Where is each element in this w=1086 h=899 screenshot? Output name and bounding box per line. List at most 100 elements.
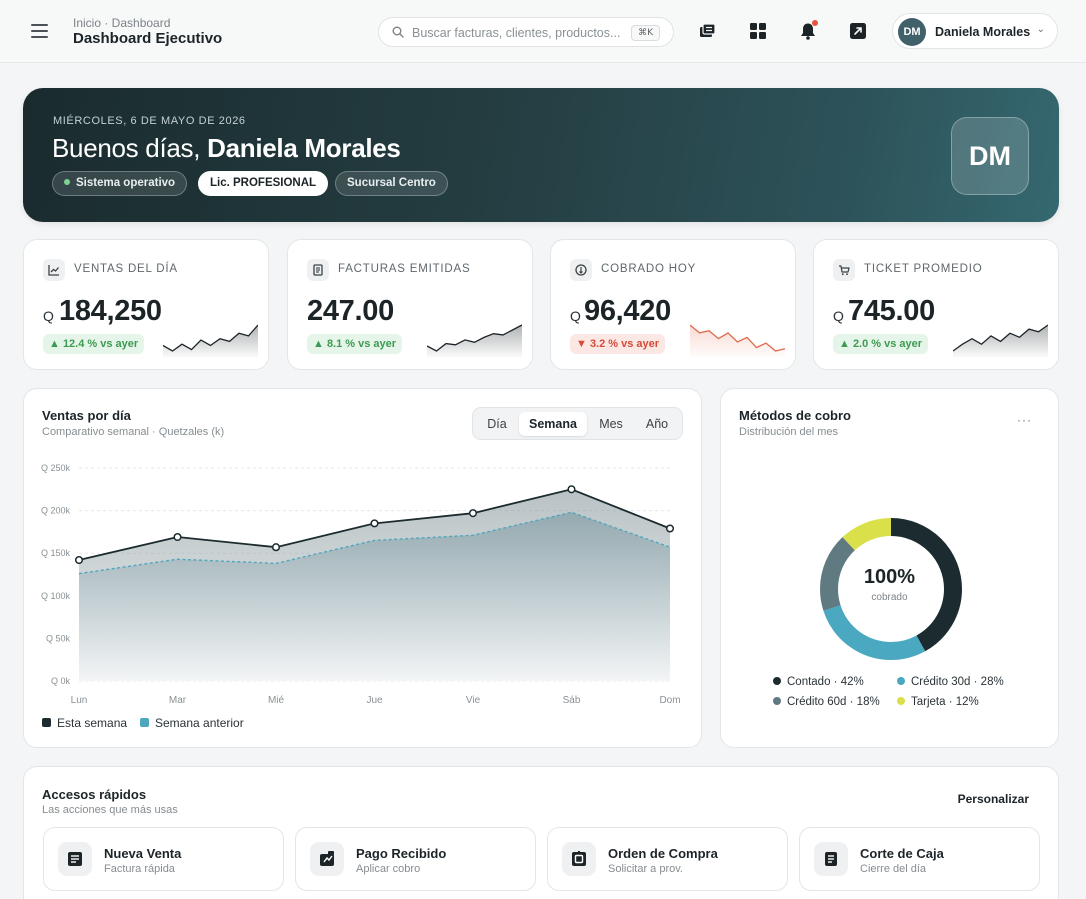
chart-line-icon — [43, 259, 65, 281]
y-tick-label: Q 150k — [41, 548, 71, 558]
kpi-currency: Q — [43, 308, 54, 324]
document-icon — [307, 259, 329, 281]
user-name: Daniela Morales — [935, 25, 1031, 39]
sparkline — [427, 324, 522, 357]
legend-credito-60d: Crédito 60d · 18% — [773, 696, 880, 708]
current-date: MIÉRCOLES, 6 DE MAYO DE 2026 — [53, 115, 246, 127]
x-tick-label: Lun — [71, 695, 88, 706]
quick-payment-received[interactable]: Pago Recibido Aplicar cobro — [295, 827, 536, 891]
data-point — [370, 519, 379, 528]
sparkline — [163, 324, 258, 357]
customize-button[interactable]: Personalizar — [957, 792, 1029, 806]
kpi-label: VENTAS DEL DÍA — [74, 263, 178, 275]
sparkline-line — [690, 324, 785, 352]
payment-icon — [310, 842, 344, 876]
kpi-card-ticket[interactable]: TICKET PROMEDIO Q 745.00 ▲ 2.0 % vs ayer — [813, 239, 1059, 370]
legend-credito-30d: Crédito 30d · 28% — [897, 676, 1004, 688]
kpi-card-collected[interactable]: COBRADO HOY Q 96,420 ▼ 3.2 % vs ayer — [550, 239, 796, 370]
tab-year[interactable]: Año — [645, 417, 669, 431]
license-badge: Lic. PROFESIONAL — [198, 171, 329, 196]
donut-center-label: cobrado — [871, 592, 908, 603]
status-badge: Sistema operativo — [52, 171, 188, 196]
card-title: Métodos de cobro — [739, 408, 851, 423]
inventory-icon[interactable] — [698, 21, 718, 41]
data-point — [468, 509, 478, 518]
donut-slice — [820, 518, 962, 660]
donut-slice — [820, 518, 962, 660]
search-box: ⌘K — [378, 17, 674, 47]
quick-purchase-order[interactable]: Orden de Compra Solicitar a prov. — [547, 827, 788, 891]
series-area-last-week — [79, 512, 670, 681]
receipt-icon — [58, 842, 92, 876]
more-options-icon[interactable]: ··· — [1017, 413, 1032, 427]
cart-icon — [833, 259, 855, 281]
quick-title: Orden de Compra — [608, 846, 718, 861]
donut-slice — [820, 518, 962, 660]
quick-subtitle: Cierre del día — [860, 863, 927, 875]
y-tick-label: Q 250k — [41, 463, 71, 473]
sparkline-area — [690, 325, 785, 357]
y-tick-label: Q 100k — [41, 591, 71, 601]
avatar: DM — [898, 18, 926, 46]
quick-access-card: Accesos rápidos Las acciones que más usa… — [23, 766, 1059, 899]
x-tick-label: Sáb — [563, 695, 581, 706]
external-link-icon[interactable] — [848, 21, 868, 41]
welcome-banner: MIÉRCOLES, 6 DE MAYO DE 2026 Buenos días… — [23, 88, 1059, 222]
y-tick-label: Q 50k — [46, 633, 71, 643]
kpi-change-badge: ▲ 12.4 % vs ayer — [43, 334, 145, 354]
sparkline-area — [953, 325, 1048, 357]
quick-cash-close[interactable]: Corte de Caja Cierre del día — [799, 827, 1040, 891]
tab-month[interactable]: Mes — [599, 417, 623, 431]
quick-subtitle: Solicitar a prov. — [608, 863, 683, 875]
legend-this-week: Esta semana — [42, 716, 127, 730]
breadcrumb: Inicio · Dashboard — [73, 16, 171, 30]
kpi-value: 184,250 — [59, 295, 162, 327]
sparkline-area — [427, 325, 522, 357]
legend-tarjeta: Tarjeta · 12% — [897, 696, 979, 708]
greeting-name: Daniela Morales — [207, 133, 401, 163]
quick-title: Corte de Caja — [860, 846, 944, 861]
quick-subtitle: Aplicar cobro — [356, 863, 421, 875]
data-point — [567, 485, 576, 494]
quick-new-sale[interactable]: Nueva Venta Factura rápida — [43, 827, 284, 891]
legend-swatch — [140, 718, 149, 727]
kpi-card-sales[interactable]: VENTAS DEL DÍA Q 184,250 ▲ 12.4 % vs aye… — [23, 239, 269, 370]
search-icon — [392, 26, 404, 38]
apps-grid-icon[interactable] — [748, 21, 768, 41]
donut-center-value: 100% — [863, 566, 916, 588]
kpi-change-badge: ▲ 8.1 % vs ayer — [307, 334, 403, 354]
cash-register-icon — [814, 842, 848, 876]
sparkline-line — [953, 324, 1048, 352]
sparkline-line — [427, 324, 522, 352]
payment-methods-card: Métodos de cobro Distribución del mes ··… — [720, 388, 1059, 748]
data-point — [173, 532, 182, 542]
tab-day[interactable]: Día — [487, 417, 507, 431]
sales-chart-card: Ventas por día Comparativo semanal · Que… — [23, 388, 702, 748]
page-title: Dashboard Ejecutivo — [73, 30, 223, 47]
kpi-card-invoices[interactable]: FACTURAS EMITIDAS 247.00 ▲ 8.1 % vs ayer — [287, 239, 533, 370]
menu-icon[interactable] — [31, 24, 48, 38]
y-tick-label: Q 200k — [41, 506, 71, 516]
card-title: Accesos rápidos — [42, 787, 147, 802]
search-input[interactable] — [412, 24, 632, 42]
kpi-label: TICKET PROMEDIO — [864, 263, 983, 275]
legend-contado: Contado · 42% — [773, 676, 864, 688]
bell-icon[interactable] — [798, 20, 818, 41]
sparkline — [690, 324, 785, 357]
donut-chart — [820, 518, 962, 660]
x-tick-label: Dom — [659, 695, 680, 706]
card-subtitle: Las acciones que más usas — [42, 804, 178, 816]
chevron-down-icon: ⌄ — [1036, 24, 1045, 35]
y-tick-label: Q 0k — [51, 676, 71, 686]
tab-week[interactable]: Semana — [519, 412, 587, 436]
top-bar: Inicio · Dashboard Dashboard Ejecutivo ⌘… — [0, 0, 1086, 63]
purchase-order-icon — [562, 842, 596, 876]
x-tick-label: Vie — [466, 695, 481, 706]
sparkline-line — [163, 324, 258, 352]
quick-title: Nueva Venta — [104, 846, 182, 861]
legend-swatch — [42, 718, 51, 727]
user-menu[interactable]: DM Daniela Morales ⌄ — [892, 13, 1058, 49]
x-tick-label: Mié — [268, 695, 285, 706]
card-subtitle: Distribución del mes — [739, 426, 839, 438]
